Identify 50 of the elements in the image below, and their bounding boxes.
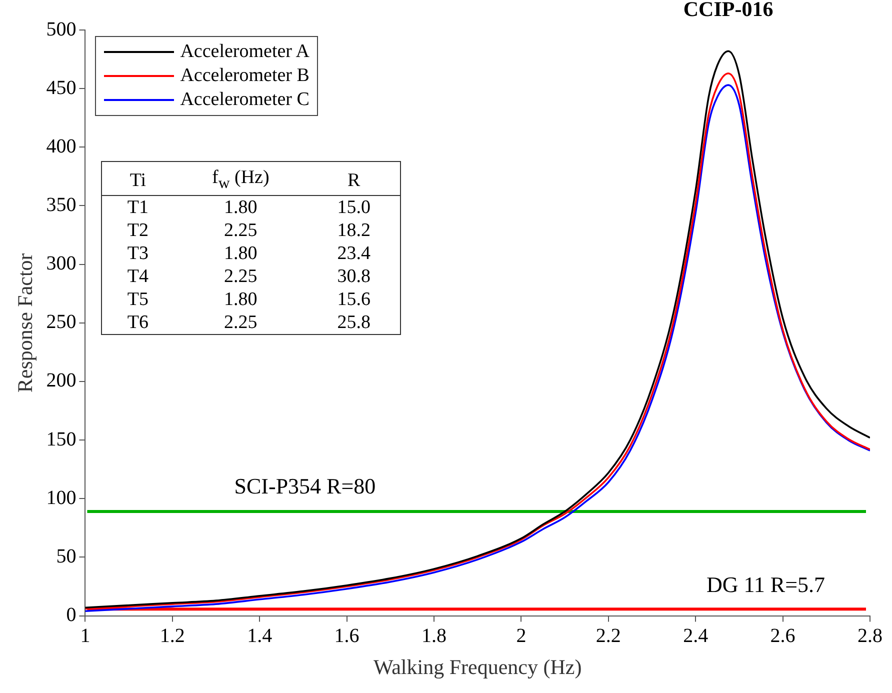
y-tick-label: 500	[46, 18, 76, 40]
y-tick-label: 150	[46, 428, 76, 450]
x-tick-label: 1.2	[160, 625, 185, 648]
legend-label: Accelerometer A	[180, 40, 310, 64]
annotation: T2	[126, 218, 150, 242]
x-tick-label: 1	[80, 625, 90, 648]
y-tick-label: 0	[66, 604, 76, 626]
x-tick-label: 2	[516, 625, 526, 648]
annotation: SCI-P354 R=80	[234, 473, 376, 498]
annotation: 1.80	[223, 288, 258, 311]
annotation: 23.4	[336, 242, 372, 265]
x-tick-label: 2.8	[858, 625, 882, 648]
annotation: 18.2	[336, 218, 372, 242]
annotation: T5	[126, 288, 150, 311]
y-tick-label: 200	[46, 370, 76, 392]
annotation: 1.80	[223, 242, 258, 265]
annotation: CCIP-016	[683, 0, 774, 22]
annotation: T6	[126, 310, 150, 334]
y-tick-label: 450	[46, 76, 76, 99]
annotation: T1	[126, 196, 150, 219]
x-tick-label: 2.2	[596, 625, 621, 648]
y-tick-label: 50	[56, 545, 76, 568]
annotation: 1.80	[223, 196, 258, 219]
annotation: 2.25	[223, 310, 258, 334]
x-tick-label: 1.8	[422, 625, 446, 648]
x-axis-title: Walking Frequency (Hz)	[373, 654, 582, 679]
annotation: 30.8	[336, 264, 372, 288]
y-tick-label: 400	[46, 135, 76, 158]
x-tick-label: 1.6	[334, 625, 360, 648]
y-tick-label: 100	[46, 486, 76, 509]
y-axis-title: Response Factor	[13, 253, 38, 393]
legend-label: Accelerometer B	[180, 64, 310, 88]
annotation: 2.25	[223, 218, 258, 242]
annotation: 25.8	[336, 310, 372, 334]
annotation: Ti	[102, 162, 174, 196]
y-tick-label: 350	[46, 194, 76, 216]
annotation: f$_{w}$ (Hz)	[174, 162, 308, 196]
annotation: T4	[126, 264, 150, 288]
legend-label: Accelerometer C	[180, 88, 310, 112]
y-tick-label: 300	[46, 252, 76, 275]
x-tick-label: 2.4	[683, 625, 708, 648]
annotation: 15.0	[336, 196, 372, 219]
annotation: R	[308, 162, 401, 196]
annotation: 15.6	[336, 288, 372, 311]
y-tick-label: 250	[46, 311, 76, 334]
ref-line-label: DG 11 R=5.7	[706, 572, 825, 597]
annotation: T3	[126, 242, 150, 265]
annotation: 2.25	[223, 264, 258, 288]
x-tick-label: 2.6	[770, 625, 796, 648]
x-tick-label: 1.4	[247, 625, 272, 648]
